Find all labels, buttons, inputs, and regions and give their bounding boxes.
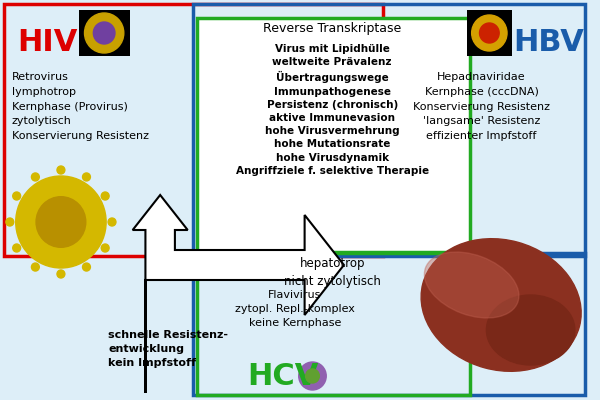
Text: Flavivirus
zytopl. Repl.-komplex
keine Kernphase: Flavivirus zytopl. Repl.-komplex keine K… [235, 290, 355, 328]
Text: hepatotrop
nicht zytolytisch: hepatotrop nicht zytolytisch [284, 257, 380, 288]
Circle shape [6, 218, 14, 226]
Circle shape [83, 263, 91, 271]
Circle shape [31, 173, 40, 181]
Circle shape [57, 166, 65, 174]
Circle shape [479, 23, 499, 43]
Bar [197, 18, 470, 252]
Circle shape [85, 13, 124, 53]
Circle shape [101, 192, 109, 200]
Circle shape [57, 270, 65, 278]
Circle shape [16, 176, 106, 268]
Bar [193, 253, 584, 395]
Ellipse shape [487, 295, 575, 365]
Text: Retrovirus
lymphotrop
Kernphase (Provirus)
zytolytisch
Konservierung Resistenz: Retrovirus lymphotrop Kernphase (Proviru… [12, 72, 149, 141]
Polygon shape [133, 195, 344, 393]
Circle shape [83, 173, 91, 181]
Circle shape [36, 197, 86, 247]
Bar [4, 4, 383, 256]
Bar [193, 4, 584, 256]
Text: HCV: HCV [248, 362, 319, 391]
Text: Hepadnaviridae
Kernphase (cccDNA)
Konservierung Resistenz
'langsame' Resistenz
e: Hepadnaviridae Kernphase (cccDNA) Konser… [413, 72, 550, 141]
Circle shape [101, 244, 109, 252]
Circle shape [13, 192, 20, 200]
Bar [197, 253, 470, 395]
Text: schnelle Resistenz-
entwicklung
kein Impfstoff: schnelle Resistenz- entwicklung kein Imp… [108, 330, 228, 368]
Circle shape [31, 263, 40, 271]
Circle shape [305, 369, 319, 383]
Circle shape [94, 22, 115, 44]
Bar [467, 10, 512, 56]
Text: HIV: HIV [17, 28, 78, 57]
Ellipse shape [421, 239, 581, 371]
Circle shape [13, 244, 20, 252]
Circle shape [299, 362, 326, 390]
Ellipse shape [424, 252, 519, 318]
Text: Reverse Transkriptase: Reverse Transkriptase [263, 22, 401, 35]
Circle shape [472, 15, 507, 51]
Bar [79, 10, 130, 56]
Text: Virus mit Lipidhülle
weltweite Prävalenz
Übertragungswege
Immunpathogenese
Persi: Virus mit Lipidhülle weltweite Prävalenz… [236, 44, 428, 176]
Circle shape [108, 218, 116, 226]
Text: HBV: HBV [513, 28, 584, 57]
